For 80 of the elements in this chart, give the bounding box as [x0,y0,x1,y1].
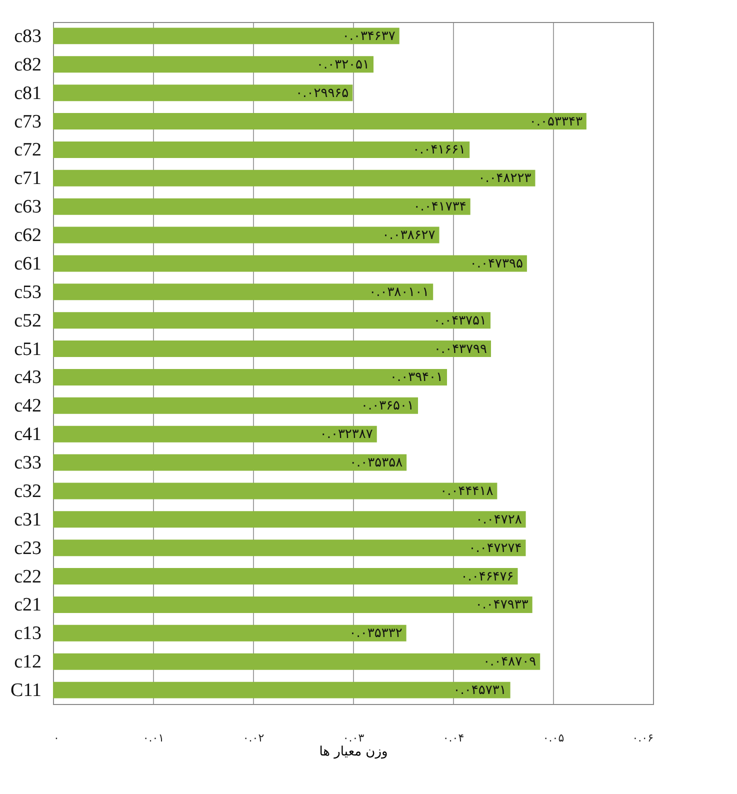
bar [53,340,491,358]
y-tick-label: c52 [14,310,42,332]
y-tick-label: C11 [10,680,42,702]
bar [53,255,527,272]
y-tick-label: c23 [14,538,42,559]
x-tick-label: ۰.۰۳ [342,732,364,744]
bar [53,141,470,158]
bar [53,511,526,528]
x-axis-title: وزن معیار ها [319,744,388,760]
data-label: ۰.۰۴۶۴۷۶ [460,569,514,584]
bar [53,426,377,442]
data-label: ۰.۰۳۸۰۱۰۱ [369,284,430,300]
data-label: ۰.۰۴۷۹۳۳ [475,598,528,613]
y-tick-label: c21 [14,594,42,616]
x-tick-label: ۰.۰۲ [242,732,264,744]
data-label: ۰.۰۴۸۷۰۹ [483,654,536,670]
bar [53,84,353,102]
bar [53,653,540,670]
y-tick-label: c51 [14,338,42,360]
bar [53,454,407,471]
y-tick-label: c62 [14,225,42,246]
y-tick-label: c73 [14,111,42,132]
data-label: ۰.۰۴۱۷۳۴ [413,200,466,215]
bar [53,568,518,585]
data-label: ۰.۰۴۸۲۲۳ [478,171,532,186]
data-label: ۰.۰۳۴۶۳۷ [342,28,396,44]
data-label: ۰.۰۳۵۳۵۸ [350,456,403,471]
bar [53,28,400,44]
bar [53,482,498,500]
bar [53,596,532,613]
data-label: ۰.۰۴۷۲۸ [476,512,522,528]
y-tick-label: c83 [14,26,42,47]
data-label: ۰.۰۲۹۹۶۵ [296,86,349,101]
y-tick-label: c43 [14,367,42,388]
y-tick-label: c53 [14,282,42,303]
data-label: ۰.۰۳۸۶۲۷ [382,228,436,244]
bar [53,368,448,386]
bar [53,226,440,244]
y-tick-label: c41 [14,424,42,446]
y-tick-label: c33 [14,452,42,474]
x-tick-label: ۰.۰۵ [542,732,564,744]
x-tick-label: ۰ [54,732,60,744]
data-label: ۰.۰۳۶۵۰۱ [360,398,414,414]
data-label: ۰.۰۳۹۴۰۱ [390,370,444,386]
y-tick-label: c12 [14,652,42,673]
y-tick-label: c32 [14,480,42,502]
x-tick-label: ۰.۰۱ [142,732,164,744]
bar [53,397,418,414]
bar [53,170,536,186]
data-label: ۰.۰۴۱۶۶۱ [412,142,466,158]
data-label: ۰.۰۵۳۳۴۳ [529,114,582,130]
bar [53,312,491,329]
data-label: ۰.۰۴۳۷۵۱ [433,313,487,328]
bar [53,284,434,300]
y-tick-label: c81 [14,82,42,104]
y-tick-label: c13 [14,623,42,644]
x-tick-label: ۰.۰۴ [442,732,464,744]
bar [53,540,526,556]
data-label: ۰.۰۴۷۳۹۵ [470,256,523,272]
bar [53,198,470,215]
data-label: ۰.۰۴۵۷۳۱ [453,683,506,698]
x-tick-label: ۰.۰۶ [632,732,654,744]
data-label: ۰.۰۴۳۷۹۹ [434,342,487,357]
y-tick-label: c61 [14,253,42,274]
y-tick-label: c22 [14,566,42,588]
data-label: ۰.۰۳۵۳۳۲ [349,626,402,642]
data-label: ۰.۰۳۲۰۵۱ [316,57,370,72]
bar [53,624,406,642]
bar [53,113,586,130]
y-tick-label: c31 [14,509,42,530]
data-label: ۰.۰۴۷۲۷۴ [468,540,522,556]
bar [53,56,374,73]
y-tick-label: c42 [14,396,42,417]
y-tick-label: c72 [14,140,42,161]
bar [53,682,510,698]
data-label: ۰.۰۳۲۳۸۷ [320,427,373,442]
data-label: ۰.۰۴۴۴۱۸ [440,484,494,499]
y-tick-label: c63 [14,196,42,218]
y-tick-label: c82 [14,54,42,76]
y-tick-label: c71 [14,168,42,190]
